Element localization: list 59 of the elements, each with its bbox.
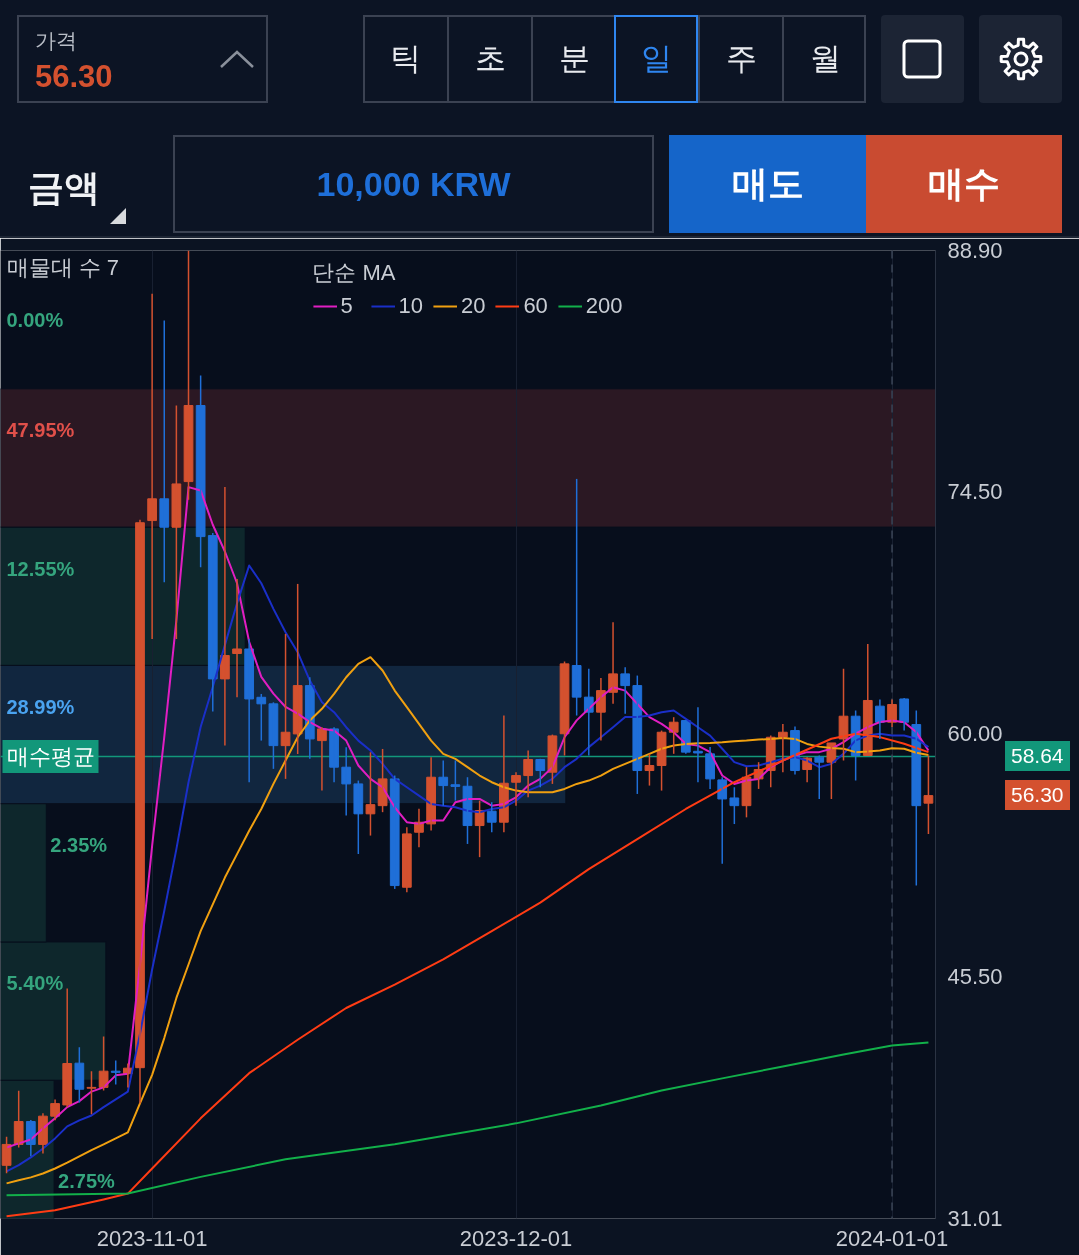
legend-title: 단순 MA (312, 259, 397, 287)
text: 58.64 (1005, 741, 1070, 771)
y-tick-label: 60.00 (947, 721, 1003, 747)
text: 매수 (866, 135, 1062, 233)
candlestick (814, 754, 825, 800)
candlestick (232, 578, 242, 699)
text: 56.30 (1005, 780, 1070, 811)
ref-line-label: 매수평균 (6, 743, 95, 769)
band-label: 12.55% (6, 557, 75, 580)
text: 금액 (28, 166, 100, 210)
legend-label: 5 (340, 293, 354, 319)
candlestick (693, 706, 703, 783)
y-tick-label: 88.90 (947, 238, 1003, 263)
candlestick (450, 759, 461, 802)
band-label: 2.75% (58, 1170, 116, 1193)
legend-label: 200 (585, 293, 623, 319)
candlestick (838, 668, 849, 762)
candlestick (280, 633, 291, 780)
text: 분 (531, 15, 615, 103)
candlestick (86, 1070, 97, 1116)
y-tick-label: 45.50 (947, 963, 1003, 989)
text: 가격 (35, 28, 77, 54)
candlestick (462, 776, 473, 845)
text: 56.30 (35, 58, 113, 96)
candlestick (923, 754, 934, 835)
x-tick-label: 2024-01-01 (835, 1225, 949, 1251)
candlestick (353, 779, 364, 855)
text: 일 (614, 15, 698, 103)
candlestick (74, 1046, 85, 1104)
candlestick (729, 786, 740, 825)
legend-label: 10 (398, 293, 423, 319)
band-label: 5.40% (6, 972, 64, 995)
candlestick (535, 758, 546, 789)
text: 틱 (388, 39, 422, 78)
candlestick (268, 701, 279, 770)
annotation: 0.00% (6, 308, 64, 331)
text: 초 (447, 15, 531, 103)
y-tick-label: 74.50 (947, 478, 1003, 504)
x-tick-label: 2023-11-01 (96, 1225, 208, 1251)
candlestick (365, 751, 376, 837)
band-label: 28.99% (6, 695, 75, 718)
text: 10,000 KRW (173, 135, 654, 233)
candlestick (559, 660, 570, 757)
candlestick (171, 404, 182, 640)
legend-label: 20 (460, 293, 486, 319)
x-tick-label: 2023-12-01 (459, 1225, 573, 1251)
text: 월 (782, 15, 866, 103)
text: 매도 (669, 135, 866, 233)
candlestick (644, 753, 655, 787)
candlestick (159, 319, 170, 583)
text: 주 (698, 15, 782, 103)
candlestick (110, 1059, 121, 1086)
y-tick-label: 31.01 (947, 1206, 1003, 1231)
candlestick (183, 250, 194, 501)
chart-title: 매물대 수 7 (6, 254, 119, 280)
legend-label: 60 (523, 293, 548, 319)
band-label: 2.35% (50, 834, 108, 857)
band-label: 47.95% (6, 419, 75, 442)
candlestick (571, 478, 582, 717)
